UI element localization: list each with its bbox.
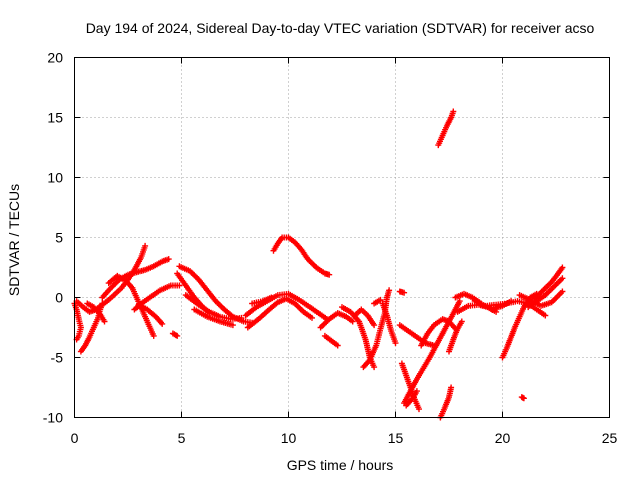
data-point — [229, 322, 236, 329]
data-series-arc-34 — [446, 318, 465, 355]
data-series-arc-8 — [129, 284, 157, 339]
data-series-arc-30 — [403, 388, 420, 409]
data-point — [559, 275, 566, 282]
data-series-arc-25 — [371, 296, 384, 307]
x-tick-label: 25 — [602, 430, 618, 446]
data-series-arc-16 — [244, 295, 315, 331]
data-point — [559, 264, 566, 271]
data-series-arc-32 — [435, 108, 457, 149]
data-series-arc-19 — [317, 310, 356, 331]
y-axis-tick-labels: -10 -5 0 5 10 15 20 — [43, 50, 63, 426]
x-axis-tick-labels: 0 5 10 15 20 25 — [71, 430, 618, 446]
y-tick-label: 10 — [47, 170, 63, 186]
data-series-arc-14 — [191, 306, 236, 329]
data-point — [334, 342, 341, 349]
data-series-arc-31 — [418, 316, 459, 349]
data-point — [101, 318, 108, 325]
data-series-arc-22 — [351, 306, 378, 329]
data-point — [456, 298, 463, 305]
data-point — [326, 271, 333, 278]
x-axis-label: GPS time / hours — [287, 457, 394, 473]
data-series-arc-4 — [84, 300, 108, 325]
data-marks — [71, 108, 566, 421]
data-point — [542, 312, 549, 319]
data-point — [349, 318, 356, 325]
data-point — [371, 364, 378, 371]
data-series-arc-43 — [518, 394, 527, 402]
data-point — [159, 320, 166, 327]
data-point — [371, 322, 378, 329]
data-series-arc-33 — [437, 384, 455, 421]
data-point — [174, 332, 181, 339]
data-point — [559, 288, 566, 295]
data-point — [520, 395, 527, 402]
data-point — [386, 287, 393, 294]
data-point — [413, 388, 420, 395]
data-point — [416, 406, 422, 413]
y-tick-label: -5 — [51, 350, 64, 366]
data-point — [309, 314, 315, 321]
data-point — [142, 242, 149, 249]
data-point — [448, 384, 455, 391]
data-point — [238, 314, 245, 321]
y-tick-label: 0 — [55, 290, 63, 306]
data-series-arc-23 — [360, 287, 393, 371]
data-series-arc-38 — [488, 298, 515, 313]
data-series-arc-26 — [396, 288, 408, 296]
y-axis-label: SDTVAR / TECUs — [6, 184, 22, 296]
data-series-arc-18 — [270, 234, 333, 278]
axis-ticks — [74, 57, 610, 418]
y-tick-label: -10 — [43, 410, 63, 426]
data-series-arc-13 — [182, 292, 245, 323]
x-tick-label: 0 — [71, 430, 79, 446]
data-series-arc-9 — [135, 301, 166, 327]
data-series-arc-24 — [379, 300, 399, 347]
chart-title: Day 194 of 2024, Sidereal Day-to-day VTE… — [86, 20, 595, 36]
x-tick-label: 5 — [178, 430, 186, 446]
x-tick-label: 10 — [281, 430, 297, 446]
data-series-arc-10 — [169, 330, 181, 339]
x-tick-label: 15 — [388, 430, 404, 446]
data-point — [392, 340, 399, 347]
data-point — [458, 318, 465, 325]
data-point — [268, 294, 275, 301]
data-series-arc-42 — [531, 264, 566, 302]
data-point — [165, 256, 172, 263]
y-tick-label: 20 — [47, 50, 63, 66]
data-point — [401, 289, 408, 296]
x-tick-label: 20 — [495, 430, 511, 446]
data-series-arc-29 — [401, 298, 463, 407]
data-point — [377, 296, 384, 303]
data-point — [176, 282, 183, 289]
y-tick-label: 15 — [47, 110, 63, 126]
data-point — [150, 332, 157, 339]
data-series-arc-21 — [339, 304, 378, 371]
y-tick-label: 5 — [55, 230, 63, 246]
data-point — [450, 108, 457, 115]
data-point — [508, 298, 515, 305]
data-series-arc-20 — [321, 332, 341, 349]
data-series-arc-17 — [249, 294, 275, 307]
